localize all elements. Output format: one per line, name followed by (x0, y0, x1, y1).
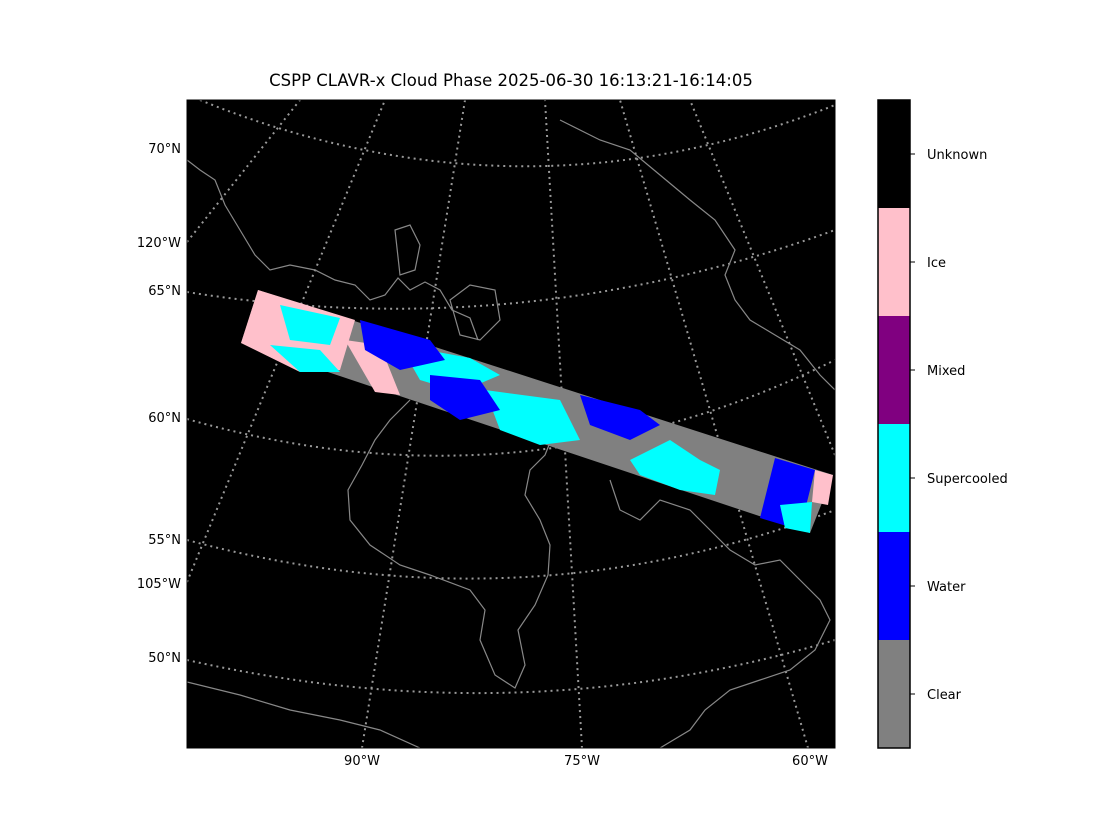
coastline-melville-peninsula (394, 224, 421, 276)
map-labels: 70°N 120°W 65°N 60°N 55°N 105°W 50°N 90°… (137, 142, 828, 769)
swath-supercooled-5 (630, 440, 720, 495)
colorbar-swatch-clear (878, 640, 910, 748)
parallel-60n (187, 359, 835, 457)
lat-label-65n: 65°N (148, 284, 181, 299)
lon-label-60w: 60°W (792, 754, 828, 769)
map-frame (186, 99, 836, 749)
swath-water-2 (430, 375, 500, 420)
swath-water-3 (580, 395, 660, 440)
meridian-90w (361, 100, 466, 748)
lat-label-55n: 55°N (148, 533, 181, 548)
colorbar: Unknown Ice Mixed Supercooled Water Clear (877, 99, 1008, 749)
swath-supercooled-east (780, 502, 812, 533)
coastline-hudson-bay (347, 399, 556, 689)
swath-water-1 (360, 320, 445, 370)
colorbar-swatch-supercooled (878, 424, 910, 532)
lat-label-50n: 50°N (148, 651, 181, 666)
meridian-120w (187, 100, 301, 243)
swath-ice-east (812, 470, 833, 505)
graticule (187, 100, 835, 748)
swath-supercooled-2 (270, 345, 340, 372)
lat-label-60n: 60°N (148, 411, 181, 426)
lon-label-90w: 90°W (344, 754, 380, 769)
colorbar-label-mixed: Mixed (927, 364, 965, 379)
meridian-60w (619, 100, 809, 748)
parallel-55n (187, 509, 835, 580)
colorbar-label-ice: Ice (927, 256, 946, 271)
coastline-southampton-island (449, 284, 501, 341)
lon-label-75w: 75°W (564, 754, 600, 769)
lat-label-70n: 70°N (148, 142, 181, 157)
coastline-labrador (609, 479, 831, 748)
swath-supercooled-1 (280, 305, 340, 345)
parallel-65n (187, 229, 835, 310)
meridian-45w (689, 100, 835, 456)
lon-label-120w: 120°W (137, 236, 181, 251)
colorbar-swatch-mixed (878, 316, 910, 424)
colorbar-swatch-unknown (878, 100, 910, 208)
map-panel (186, 99, 836, 749)
swath-ice-mid (345, 340, 400, 395)
colorbar-label-clear: Clear (927, 688, 962, 703)
lon-label-105w: 105°W (137, 577, 181, 592)
coastline-baffin-island (559, 119, 835, 391)
coastlines (187, 119, 835, 748)
colorbar-label-water: Water (927, 580, 966, 595)
satellite-swath (241, 290, 833, 533)
parallel-50n (187, 639, 835, 695)
colorbar-frame (877, 99, 911, 749)
colorbar-swatch-ice (878, 208, 910, 316)
figure-title: CSPP CLAVR-x Cloud Phase 2025-06-30 16:1… (269, 71, 753, 90)
colorbar-label-unknown: Unknown (927, 148, 987, 163)
us-canada-border (187, 681, 421, 748)
coastline-arctic-mainland (187, 159, 479, 341)
colorbar-label-supercooled: Supercooled (927, 472, 1008, 487)
swath-supercooled-4 (485, 390, 580, 445)
colorbar-swatch-water (878, 532, 910, 640)
